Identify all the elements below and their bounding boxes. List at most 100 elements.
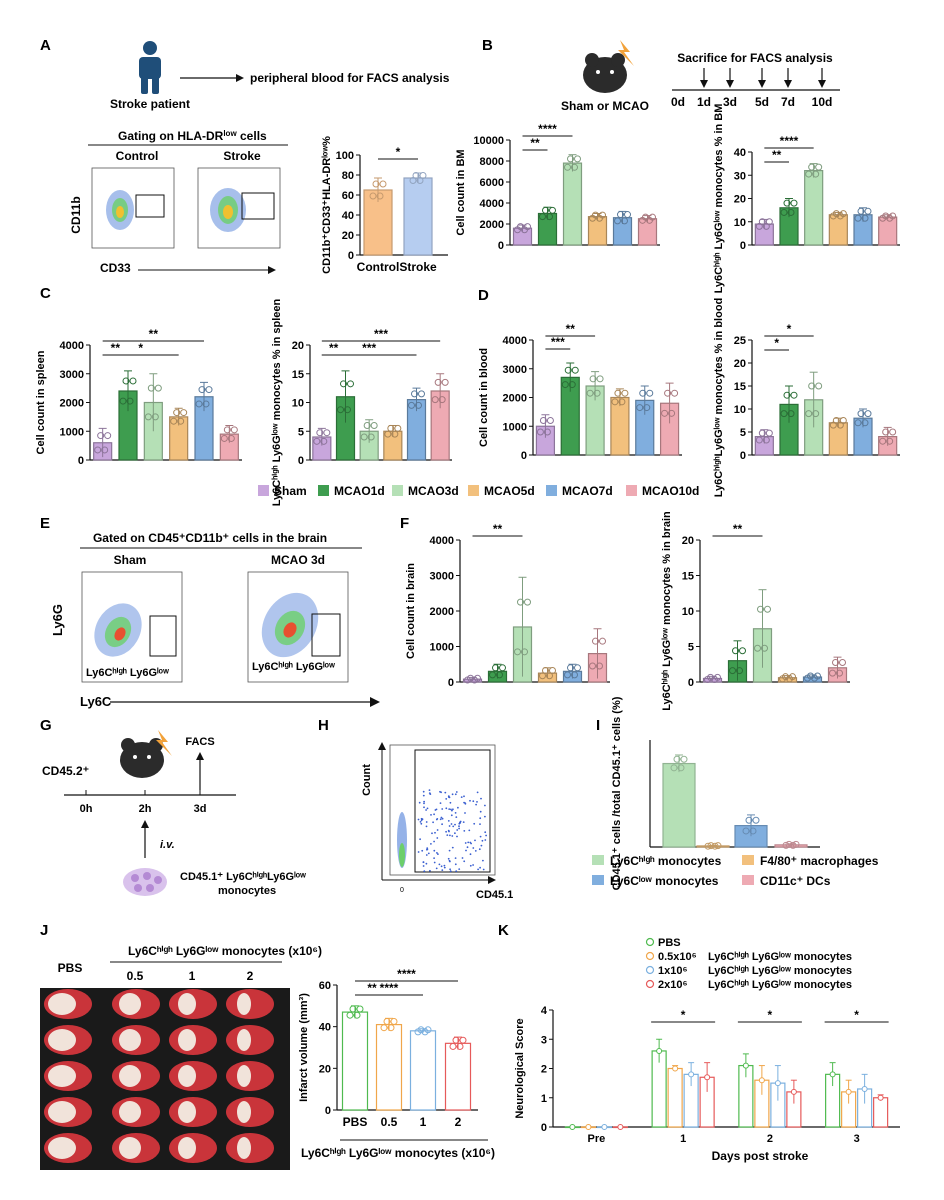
h-dot [454, 823, 456, 826]
data-point [320, 437, 328, 445]
legend-label: F4/80⁺ macrophages [760, 854, 879, 868]
h-dot [480, 844, 483, 847]
data-point [539, 417, 547, 424]
h-dot [451, 835, 454, 837]
y-tick-label: 40 [734, 147, 746, 159]
e-gate-label-sham: Ly6Cʰⁱᵍʰ Ly6Gˡᵒʷ [86, 666, 169, 679]
lightning-icon [156, 730, 172, 756]
data-point [829, 669, 836, 677]
y-tick-label: 0 [448, 677, 454, 689]
h-dot [427, 852, 430, 855]
h-dot [430, 814, 432, 816]
data-point [762, 436, 770, 444]
x-tick-label: 0.5 [381, 1115, 398, 1129]
data-point [205, 386, 213, 394]
h-dot [461, 857, 464, 859]
y-tick-label: 4 [541, 1005, 548, 1017]
y-axis-label: Cell count in blood [478, 348, 490, 447]
data-point [643, 404, 651, 412]
h-dot [455, 816, 458, 818]
h-dot [445, 798, 448, 800]
data-point [372, 180, 380, 188]
h-dot [436, 829, 439, 831]
data-point [313, 437, 321, 445]
data-point [154, 384, 162, 392]
chart-b2: 0 10 20 30 40 Ly6Cʰⁱᵍʰ Ly6Gˡᵒʷ monocytes % in… [712, 104, 900, 294]
e-title: Gated on CD45⁺CD11b⁺ cells in the brain [93, 531, 327, 545]
h-dot [479, 817, 482, 820]
h-dot [447, 829, 450, 832]
data-point [886, 437, 894, 445]
data-point [151, 413, 159, 421]
y-axis-label: Ly6Cʰⁱᵍʰ Ly6Gˡᵒʷ monocytes % in BM [712, 104, 725, 294]
density-mid [399, 843, 405, 867]
panel-letters: A B C D E F G H I J K [40, 37, 600, 939]
h-dot [450, 808, 452, 811]
data-point [549, 206, 556, 214]
j-col-pbs: PBS [58, 961, 83, 975]
brain-infarct [178, 1029, 196, 1051]
brain-infarct [48, 1029, 76, 1051]
panel-label-k: K [498, 922, 509, 939]
y-tick-label: 0 [325, 1105, 331, 1117]
brain-infarct [48, 1065, 76, 1087]
x-tick-label: 2 [455, 1115, 462, 1129]
legend-swatch [392, 485, 403, 496]
h-dot [472, 800, 475, 803]
legend-swatch [258, 485, 269, 496]
y-tick-label: 2000 [503, 393, 527, 405]
data-point [585, 1124, 592, 1130]
significance-stars: ** [566, 322, 576, 336]
y-tick-label: 60 [319, 980, 331, 992]
h-dot [454, 863, 457, 866]
h-dot [450, 823, 453, 825]
group-legend: Sham MCAO1d MCAO3d MCAO5d MCAO7d MCAO10d [258, 484, 699, 498]
y-tick-label: 3000 [503, 364, 527, 376]
data-point [636, 404, 644, 412]
h-dot [458, 827, 460, 830]
data-point [742, 827, 750, 835]
data-point [761, 644, 768, 652]
h-dot [464, 802, 467, 805]
h-dot [422, 790, 425, 793]
b-timeline-ticks: 0d 1d 3d 5d 7d 10d [671, 68, 832, 109]
data-point [765, 429, 773, 437]
legend-label: MCAO7d [562, 484, 613, 498]
data-point [668, 409, 676, 417]
data-point [754, 644, 761, 652]
data-point [539, 672, 546, 680]
data-point [195, 400, 203, 408]
data-point [408, 401, 415, 409]
panel-e-illustration: Gated on CD45⁺CD11b⁺ cells in the brain … [50, 531, 380, 709]
chart-f1: 0 1000 2000 3000 4000 Cell count in brain ** [405, 522, 610, 689]
data-point [456, 1042, 464, 1050]
y-tick-label: 10 [292, 398, 304, 410]
mouse-icon [120, 738, 164, 778]
y-tick-label: 10 [734, 404, 746, 416]
h-dot [481, 839, 484, 842]
significance-stars: ** [493, 522, 503, 536]
legend-swatch [742, 855, 754, 865]
b-sacrifice-arrowhead [818, 80, 826, 88]
h-dot [417, 851, 420, 853]
y-axis-label: Ly6Cʰⁱᵍʰ Ly6Gˡᵒʷ monocytes % in brain [660, 511, 673, 711]
h-dot [417, 818, 420, 821]
h-dot [484, 804, 486, 807]
data-point [360, 433, 368, 441]
data-point [517, 598, 524, 606]
data-point [94, 446, 102, 454]
data-point [417, 1026, 425, 1034]
data-point [758, 429, 766, 437]
data-point [714, 842, 722, 850]
h-dot [449, 801, 452, 804]
data-point [574, 664, 581, 672]
data-point [316, 429, 324, 437]
h-dot [450, 814, 453, 817]
y-tick-label: 15 [682, 571, 694, 583]
data-point [596, 662, 603, 670]
h-dot [472, 864, 474, 866]
data-point [617, 211, 624, 219]
data-point [567, 664, 574, 672]
h-dot [418, 801, 421, 804]
data-point [680, 755, 688, 763]
